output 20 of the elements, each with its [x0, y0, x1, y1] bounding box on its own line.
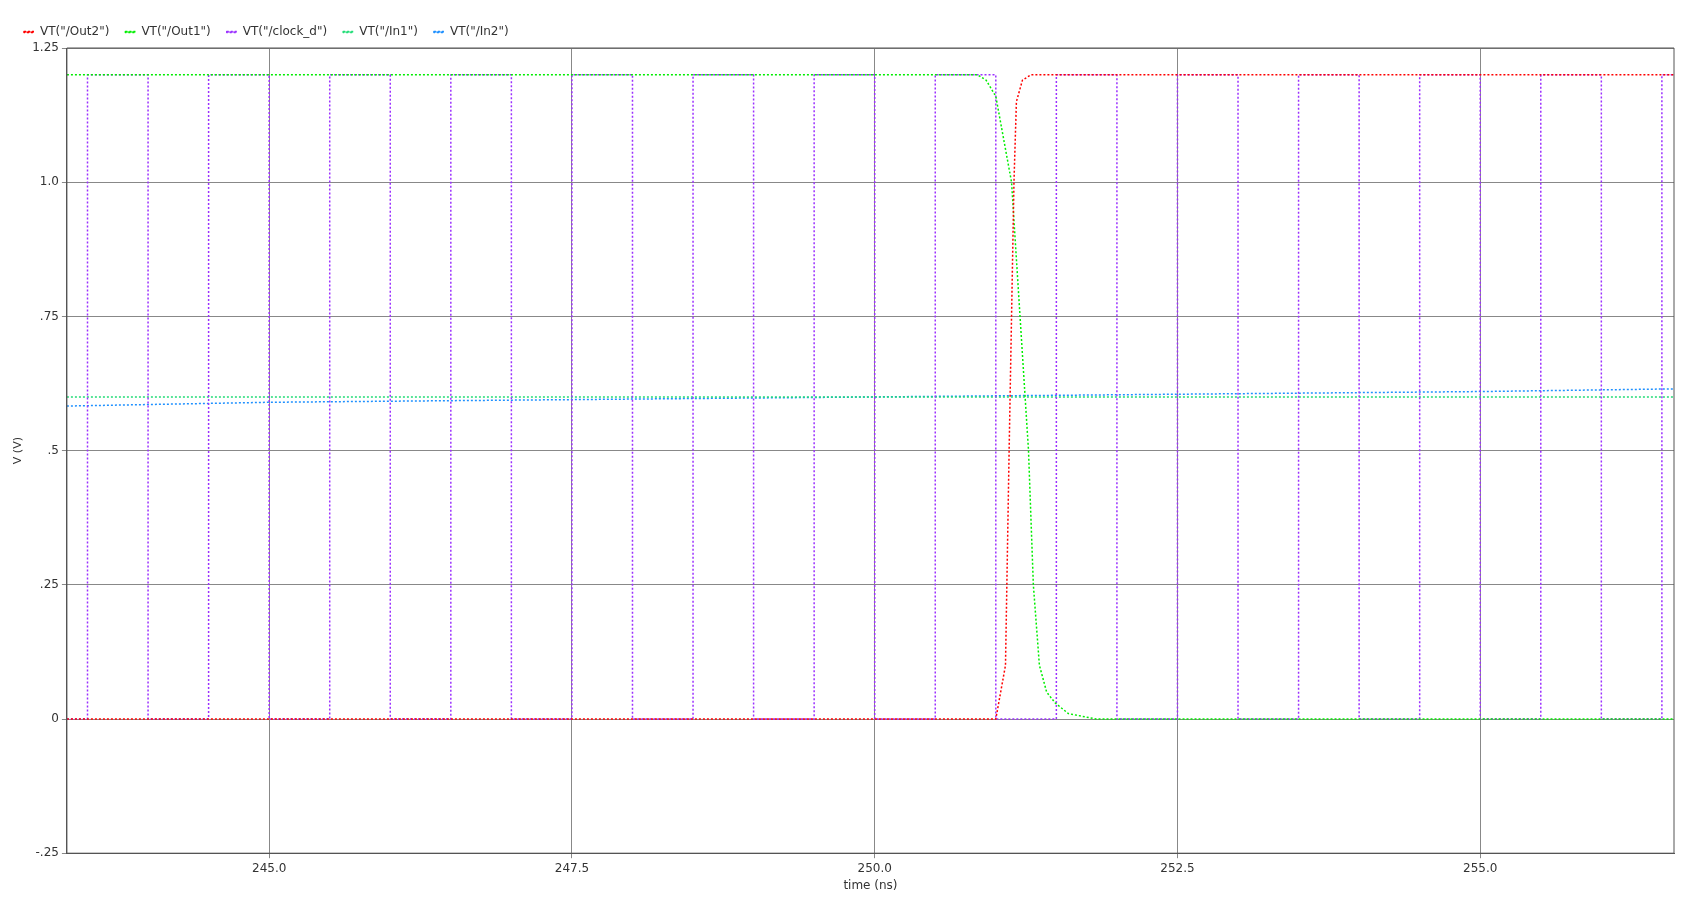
x-tick-label: 250.0	[857, 860, 892, 875]
y-tick-label: 1.0	[39, 174, 59, 189]
y-tick-label: -.25	[35, 845, 59, 860]
x-tick-label: 252.5	[1160, 860, 1195, 875]
y-tick-label: .25	[39, 576, 59, 591]
y-tick-label: 1.25	[32, 40, 59, 55]
legend-label: VT("/In2")	[449, 24, 509, 39]
y-tick-label: .5	[47, 442, 59, 457]
y-tick-label: .75	[39, 308, 59, 323]
legend-label: VT("/Out1")	[141, 24, 211, 39]
y-tick-label: 0	[51, 711, 59, 726]
y-axis-title: V (V)	[11, 437, 25, 465]
x-tick-label: 247.5	[554, 860, 590, 875]
x-axis-title: time (ns)	[843, 877, 898, 892]
legend-label: VT("/In1")	[359, 24, 418, 39]
line-series	[66, 388, 1674, 407]
x-tick-label: 245.0	[251, 860, 287, 875]
legend-label: VT("/clock_d")	[242, 24, 328, 39]
x-tick-label: 255.0	[1463, 860, 1498, 875]
legend-label: VT("/Out2")	[40, 24, 110, 39]
